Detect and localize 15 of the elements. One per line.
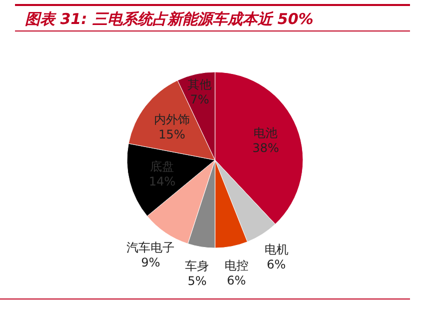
slice-label: 汽车电子: [126, 240, 175, 255]
slice-label: 电机: [264, 242, 288, 257]
data-label: 6%: [266, 258, 286, 272]
slice-label: 内外饰: [154, 112, 190, 127]
data-label: 5%: [188, 274, 207, 288]
data-label: 38%: [252, 140, 280, 155]
data-label: 6%: [226, 273, 246, 288]
data-label: 15%: [158, 128, 186, 142]
slice-label: 电池: [254, 126, 278, 140]
data-label: 7%: [190, 92, 210, 106]
slice-label: 车身: [185, 258, 210, 273]
slice-label: 电控: [224, 258, 248, 272]
data-label: 9%: [141, 256, 160, 270]
chart-title: 图表 31: 三电系统占新能源车成本近 50%: [25, 10, 314, 28]
slice-label: 其他: [188, 77, 212, 92]
